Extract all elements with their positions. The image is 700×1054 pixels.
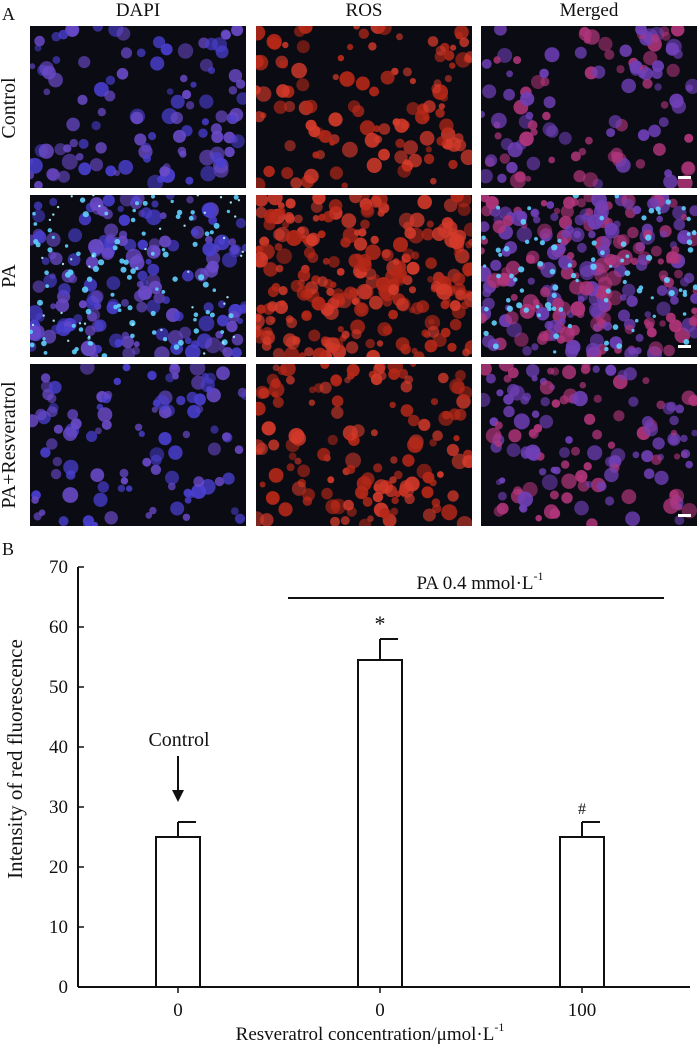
x-tick-label: 0 (173, 1000, 183, 1021)
micrograph-resveratrol-dapi (30, 364, 246, 526)
micrograph-resveratrol-merged (481, 364, 697, 526)
x-tick-label: 0 (375, 1000, 385, 1021)
x-tick-label: 100 (568, 1000, 597, 1021)
y-tick-label: 0 (59, 977, 69, 998)
micrograph-control-ros (256, 26, 472, 188)
bar (155, 836, 201, 988)
row-label-control: Control (0, 77, 20, 139)
pa-bracket-label-text: PA 0.4 mmol·L (416, 573, 533, 594)
y-tick-label: 30 (49, 797, 68, 818)
bar (357, 659, 403, 988)
micrograph-resveratrol-ros (256, 364, 472, 526)
pa-bracket-label: PA 0.4 mmol·L-1 (416, 569, 543, 594)
panel-b-label: B (2, 539, 15, 559)
micrograph-pa-dapi (30, 195, 246, 357)
y-tick-label: 10 (49, 917, 68, 938)
row-label-pa-resveratrol: PA+Resveratrol (0, 381, 20, 509)
control-annotation-label: Control (148, 729, 210, 751)
bar (559, 836, 605, 988)
chart-marks: *# (155, 611, 605, 988)
significance-marker: # (578, 801, 586, 818)
micrograph-pa-merged (481, 195, 697, 357)
y-tick-label: 70 (49, 557, 68, 578)
y-tick-label: 20 (49, 857, 68, 878)
chart-axes: 0 10 20 30 40 50 60 70 0 0 100 (49, 557, 690, 1021)
scale-bar (678, 514, 691, 517)
y-tick-label: 60 (49, 617, 68, 638)
x-axis-label-text: Resveratrol concentration/μmol·L (236, 1024, 495, 1045)
scale-bar (678, 345, 691, 348)
x-axis-label-superscript: -1 (494, 1020, 504, 1034)
x-axis-label: Resveratrol concentration/μmol·L-1 (236, 1020, 505, 1045)
column-header-ros: ROS (345, 0, 383, 21)
significance-marker: * (375, 611, 386, 636)
pa-bracket-label-superscript: -1 (534, 569, 544, 583)
control-arrow-head (172, 790, 184, 802)
micrograph-control-merged (481, 26, 697, 188)
column-header-dapi: DAPI (115, 0, 161, 21)
y-axis-label: Intensity of red fluorescence (3, 639, 27, 879)
row-label-pa: PA (0, 264, 20, 288)
y-tick-label: 40 (49, 737, 68, 758)
scale-bar (678, 176, 691, 179)
y-tick-label: 50 (49, 677, 68, 698)
micrograph-pa-ros (256, 195, 472, 357)
column-header-merged: Merged (559, 0, 619, 21)
micrograph-control-dapi (30, 26, 246, 188)
panel-a-label: A (2, 4, 15, 24)
